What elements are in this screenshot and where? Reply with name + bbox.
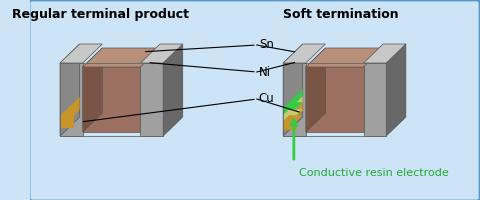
Polygon shape — [283, 44, 303, 136]
Text: Soft termination: Soft termination — [283, 8, 398, 21]
Polygon shape — [283, 102, 302, 108]
Polygon shape — [83, 48, 160, 67]
Polygon shape — [283, 89, 303, 115]
Polygon shape — [60, 110, 80, 116]
Polygon shape — [141, 44, 183, 63]
Polygon shape — [283, 102, 303, 130]
Polygon shape — [83, 67, 141, 132]
Polygon shape — [283, 115, 297, 121]
Text: Conductive resin electrode: Conductive resin electrode — [299, 168, 448, 178]
Polygon shape — [283, 109, 302, 115]
Polygon shape — [141, 63, 163, 136]
Polygon shape — [60, 116, 73, 128]
Polygon shape — [306, 48, 383, 67]
Polygon shape — [60, 97, 80, 128]
Polygon shape — [83, 48, 102, 132]
Polygon shape — [386, 44, 406, 136]
Text: Cu: Cu — [259, 92, 275, 106]
Polygon shape — [283, 115, 302, 121]
Polygon shape — [306, 48, 325, 132]
Polygon shape — [283, 44, 325, 63]
Polygon shape — [363, 44, 406, 63]
Polygon shape — [283, 121, 297, 130]
Polygon shape — [283, 96, 303, 121]
Polygon shape — [60, 44, 102, 63]
Text: Sn: Sn — [259, 38, 274, 51]
Polygon shape — [60, 44, 80, 136]
Polygon shape — [306, 67, 363, 132]
Text: Regular terminal product: Regular terminal product — [12, 8, 189, 21]
FancyBboxPatch shape — [29, 0, 480, 200]
Text: Ni: Ni — [259, 66, 271, 78]
Polygon shape — [60, 63, 83, 136]
Polygon shape — [363, 63, 386, 136]
Polygon shape — [163, 44, 183, 136]
Polygon shape — [283, 63, 306, 136]
Polygon shape — [283, 108, 297, 115]
